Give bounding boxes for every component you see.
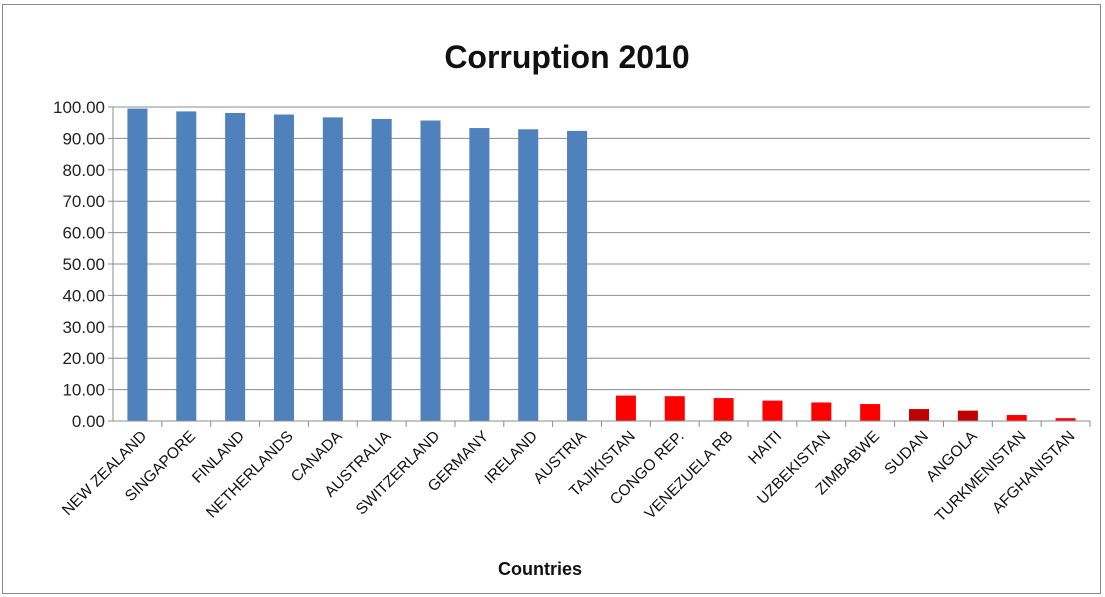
y-tick-label: 40.00 [62, 286, 105, 305]
x-tick-label: SUDAN [881, 428, 931, 478]
y-tick-label: 70.00 [62, 192, 105, 211]
bar [225, 112, 246, 421]
bar [518, 129, 539, 421]
x-axis-label: Countries [498, 559, 582, 579]
x-axis-categories: NEW ZEALANDSINGAPOREFINLANDNETHERLANDSCA… [59, 421, 1091, 526]
x-tick-label: VENEZUELA RB [642, 428, 737, 523]
y-tick-label: 50.00 [62, 255, 105, 274]
x-tick-label: AFGHANISTAN [989, 428, 1078, 517]
y-tick-label: 80.00 [62, 161, 105, 180]
bar [127, 108, 148, 421]
bar [322, 117, 343, 421]
y-tick-label: 30.00 [62, 318, 105, 337]
y-tick-label: 20.00 [62, 349, 105, 368]
bar [1006, 415, 1027, 421]
bar [1055, 418, 1076, 421]
y-axis-ticks: 0.00 10.00 20.00 30.00 40.00 50.00 60.00 70.00 8… [53, 98, 113, 431]
y-tick-label: 60.00 [62, 224, 105, 243]
bar [371, 118, 392, 421]
bar [615, 395, 636, 421]
bars [127, 108, 1076, 422]
chart-title: Corruption 2010 [444, 39, 689, 75]
bar [860, 404, 881, 421]
bar [567, 130, 588, 421]
gridlines [113, 106, 1090, 422]
bar [273, 114, 294, 421]
x-tick-label: HAITI [745, 428, 785, 468]
y-tick-label: 90.00 [62, 129, 105, 148]
bar [762, 400, 783, 421]
bar [811, 402, 832, 421]
bar [664, 396, 685, 421]
bar [713, 398, 734, 421]
x-tick-label: NEW ZEALAND [59, 428, 150, 519]
bar [957, 410, 978, 421]
x-tick-label: NETHERLANDS [203, 428, 297, 522]
x-tick-label: SWITZERLAND [353, 428, 444, 519]
bar [909, 409, 930, 421]
bar [420, 120, 441, 421]
y-tick-label: 100.00 [53, 98, 105, 117]
x-tick-label: TURKMENISTAN [932, 428, 1030, 526]
y-tick-label: 10.00 [62, 381, 105, 400]
bar [176, 111, 197, 422]
bar [469, 128, 490, 421]
y-tick-label: 0.00 [72, 412, 105, 431]
